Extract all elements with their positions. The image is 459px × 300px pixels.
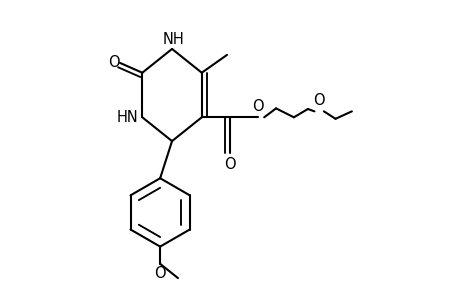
Text: NH: NH [162,32,184,46]
Text: O: O [252,98,263,113]
Text: O: O [154,266,166,281]
Text: HN: HN [116,110,138,125]
Text: O: O [313,94,324,109]
Text: O: O [107,56,119,70]
Text: O: O [224,157,235,172]
